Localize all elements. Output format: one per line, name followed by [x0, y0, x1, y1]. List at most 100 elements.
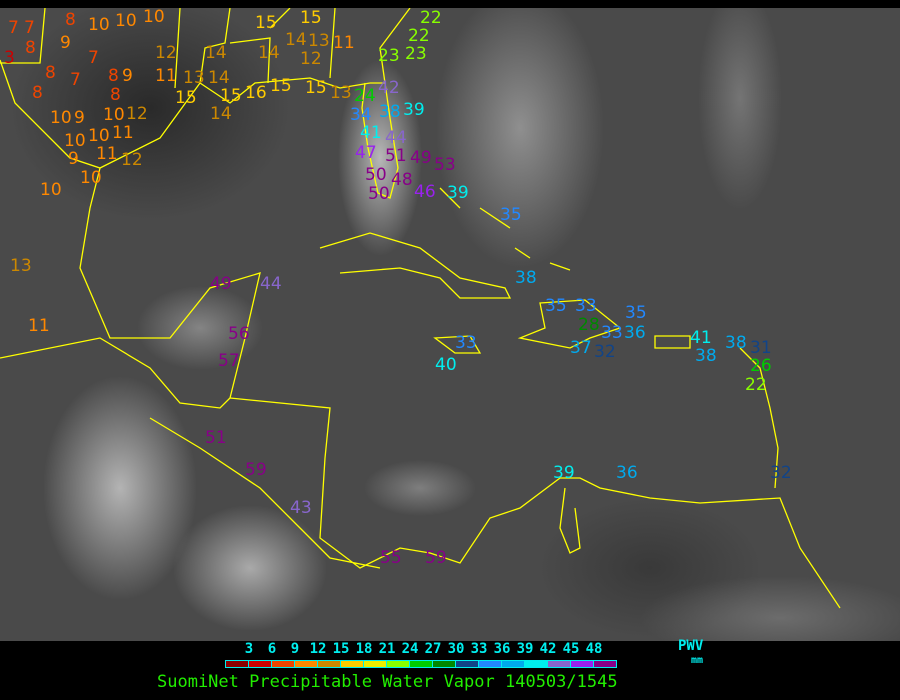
station-pwv-value: 15 — [270, 76, 292, 96]
scale-tick-label: 9 — [290, 641, 300, 657]
scale-tick-label: 15 — [332, 641, 350, 657]
station-pwv-value: 9 — [60, 33, 71, 53]
color-swatch — [479, 661, 502, 667]
station-pwv-value: 9 — [68, 149, 79, 169]
color-swatch — [525, 661, 548, 667]
station-pwv-value: 22 — [408, 26, 430, 46]
station-pwv-value: 50 — [368, 184, 390, 204]
station-pwv-value: 16 — [245, 83, 267, 103]
station-pwv-value: 10 — [115, 11, 137, 31]
station-pwv-value: 7 — [88, 48, 99, 68]
station-pwv-value: 11 — [28, 316, 50, 336]
cuba — [319, 232, 512, 299]
station-pwv-value: 15 — [300, 8, 322, 28]
station-pwv-value: 10 — [50, 108, 72, 128]
central-america — [149, 397, 841, 609]
color-swatch — [318, 661, 341, 667]
station-pwv-value: 13 — [330, 83, 352, 103]
station-pwv-value: 38 — [725, 333, 747, 353]
station-pwv-value: 28 — [578, 315, 600, 335]
station-pwv-value: 48 — [391, 170, 413, 190]
station-pwv-value: 40 — [435, 355, 457, 375]
station-pwv-value: 13 — [308, 31, 330, 51]
puerto-rico — [654, 335, 691, 349]
station-pwv-value: 42 — [378, 78, 400, 98]
legend: 3 6 9 12 15 18 21 24 27 30 33 36 39 42 45 48 — [0, 641, 900, 700]
bahamas — [439, 187, 571, 271]
station-pwv-value: 12 — [155, 43, 177, 63]
station-pwv-value: 10 — [64, 131, 86, 151]
station-pwv-value: 38 — [379, 102, 401, 122]
coastlines — [0, 8, 841, 609]
station-pwv-value: 9 — [122, 66, 133, 86]
station-pwv-value: 8 — [65, 10, 76, 30]
scale-tick-label: 24 — [401, 641, 419, 657]
station-pwv-value: 8 — [110, 85, 121, 105]
station-pwv-value: 15 — [220, 86, 242, 106]
scale-tick-label: 39 — [516, 641, 534, 657]
station-pwv-value: 26 — [750, 356, 772, 376]
color-swatch — [226, 661, 249, 667]
scale-tick-label: 36 — [493, 641, 511, 657]
station-pwv-value: 38 — [515, 268, 537, 288]
station-pwv-value: 51 — [205, 428, 227, 448]
station-pwv-value: 59 — [245, 460, 267, 480]
station-pwv-value: 43 — [290, 498, 312, 518]
station-pwv-value: 15 — [305, 78, 327, 98]
station-pwv-value: 37 — [570, 338, 592, 358]
station-pwv-value: 44 — [260, 274, 282, 294]
station-pwv-value: 10 — [80, 168, 102, 188]
station-pwv-value: 8 — [32, 83, 43, 103]
station-pwv-value: 14 — [210, 104, 232, 124]
station-pwv-value: 35 — [625, 303, 647, 323]
station-pwv-value: 3 — [4, 48, 15, 68]
color-swatch — [410, 661, 433, 667]
station-pwv-value: 38 — [695, 346, 717, 366]
station-pwv-value: 10 — [88, 15, 110, 35]
station-pwv-value: 39 — [553, 463, 575, 483]
scale-tick-label: 18 — [355, 641, 373, 657]
station-pwv-value: 15 — [175, 88, 197, 108]
station-pwv-value: 33 — [455, 333, 477, 353]
station-pwv-value: 7 — [24, 18, 35, 38]
station-pwv-value: 41 — [360, 123, 382, 143]
station-pwv-value: 50 — [365, 165, 387, 185]
map-title: SuomiNet Precipitable Water Vapor 140503… — [157, 672, 618, 692]
station-pwv-value: 7 — [8, 18, 19, 38]
color-swatch — [341, 661, 364, 667]
station-pwv-value: 55 — [380, 548, 402, 568]
scale-tick-label: 6 — [267, 641, 277, 657]
scale-tick-label: 48 — [585, 641, 603, 657]
station-pwv-value: 33 — [601, 323, 623, 343]
station-pwv-value: 56 — [228, 324, 250, 344]
station-pwv-value: 31 — [750, 338, 772, 358]
scale-tick-label: 30 — [447, 641, 465, 657]
station-pwv-value: 49 — [410, 148, 432, 168]
station-pwv-value: 13 — [183, 68, 205, 88]
station-pwv-value: 11 — [333, 33, 355, 53]
station-pwv-value: 15 — [255, 13, 277, 33]
color-swatch — [502, 661, 525, 667]
color-swatch — [387, 661, 410, 667]
station-pwv-value: 10 — [143, 8, 165, 27]
station-pwv-value: 57 — [218, 351, 240, 371]
station-pwv-value: 8 — [25, 38, 36, 58]
florida-coast — [361, 82, 399, 199]
lesser-antilles — [739, 347, 779, 489]
station-pwv-value: 14 — [205, 43, 227, 63]
station-pwv-value: 14 — [258, 43, 280, 63]
color-scale-bar — [225, 660, 617, 668]
unit-label: PWV — [678, 638, 704, 654]
station-pwv-value: 51 — [385, 146, 407, 166]
scale-tick-label: 12 — [309, 641, 327, 657]
color-swatch — [249, 661, 272, 667]
station-pwv-value: 23 — [378, 46, 400, 66]
station-pwv-value: 22 — [420, 8, 442, 28]
station-pwv-value: 10 — [40, 180, 62, 200]
station-pwv-value: 12 — [126, 104, 148, 124]
station-pwv-value: 12 — [300, 49, 322, 69]
mexico-coast — [0, 167, 261, 409]
station-pwv-value: 46 — [414, 182, 436, 202]
station-pwv-value: 14 — [285, 30, 307, 50]
